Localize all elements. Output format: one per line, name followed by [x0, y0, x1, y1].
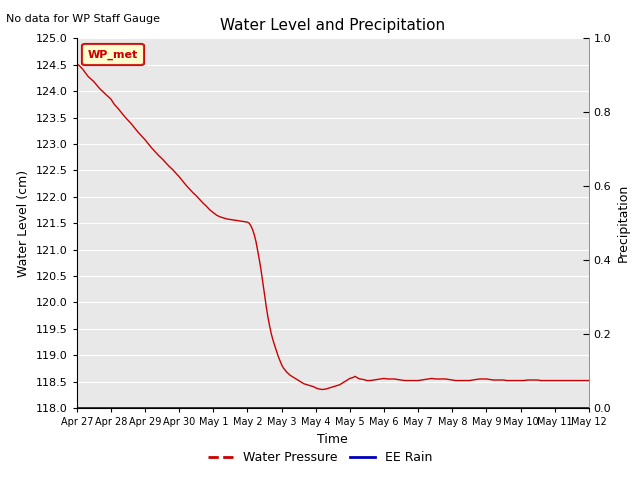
Water Pressure: [572, 378, 579, 384]
Y-axis label: Water Level (cm): Water Level (cm): [17, 169, 30, 277]
Water Pressure: [84, 73, 92, 79]
Title: Water Level and Precipitation: Water Level and Precipitation: [220, 18, 445, 33]
Water Pressure: [237, 218, 244, 224]
Line: Water Pressure: Water Pressure: [77, 64, 589, 390]
Water Pressure: [319, 387, 326, 393]
Text: No data for WP Staff Gauge: No data for WP Staff Gauge: [6, 14, 161, 24]
Y-axis label: Precipitation: Precipitation: [617, 184, 630, 263]
Water Pressure: [367, 378, 374, 384]
Water Pressure: [73, 61, 81, 67]
Water Pressure: [383, 376, 391, 382]
Legend: Water Pressure, EE Rain: Water Pressure, EE Rain: [203, 446, 437, 469]
Water Pressure: [537, 378, 545, 384]
X-axis label: Time: Time: [317, 432, 348, 445]
Legend: WP_met: WP_met: [83, 44, 144, 65]
Water Pressure: [585, 378, 593, 384]
